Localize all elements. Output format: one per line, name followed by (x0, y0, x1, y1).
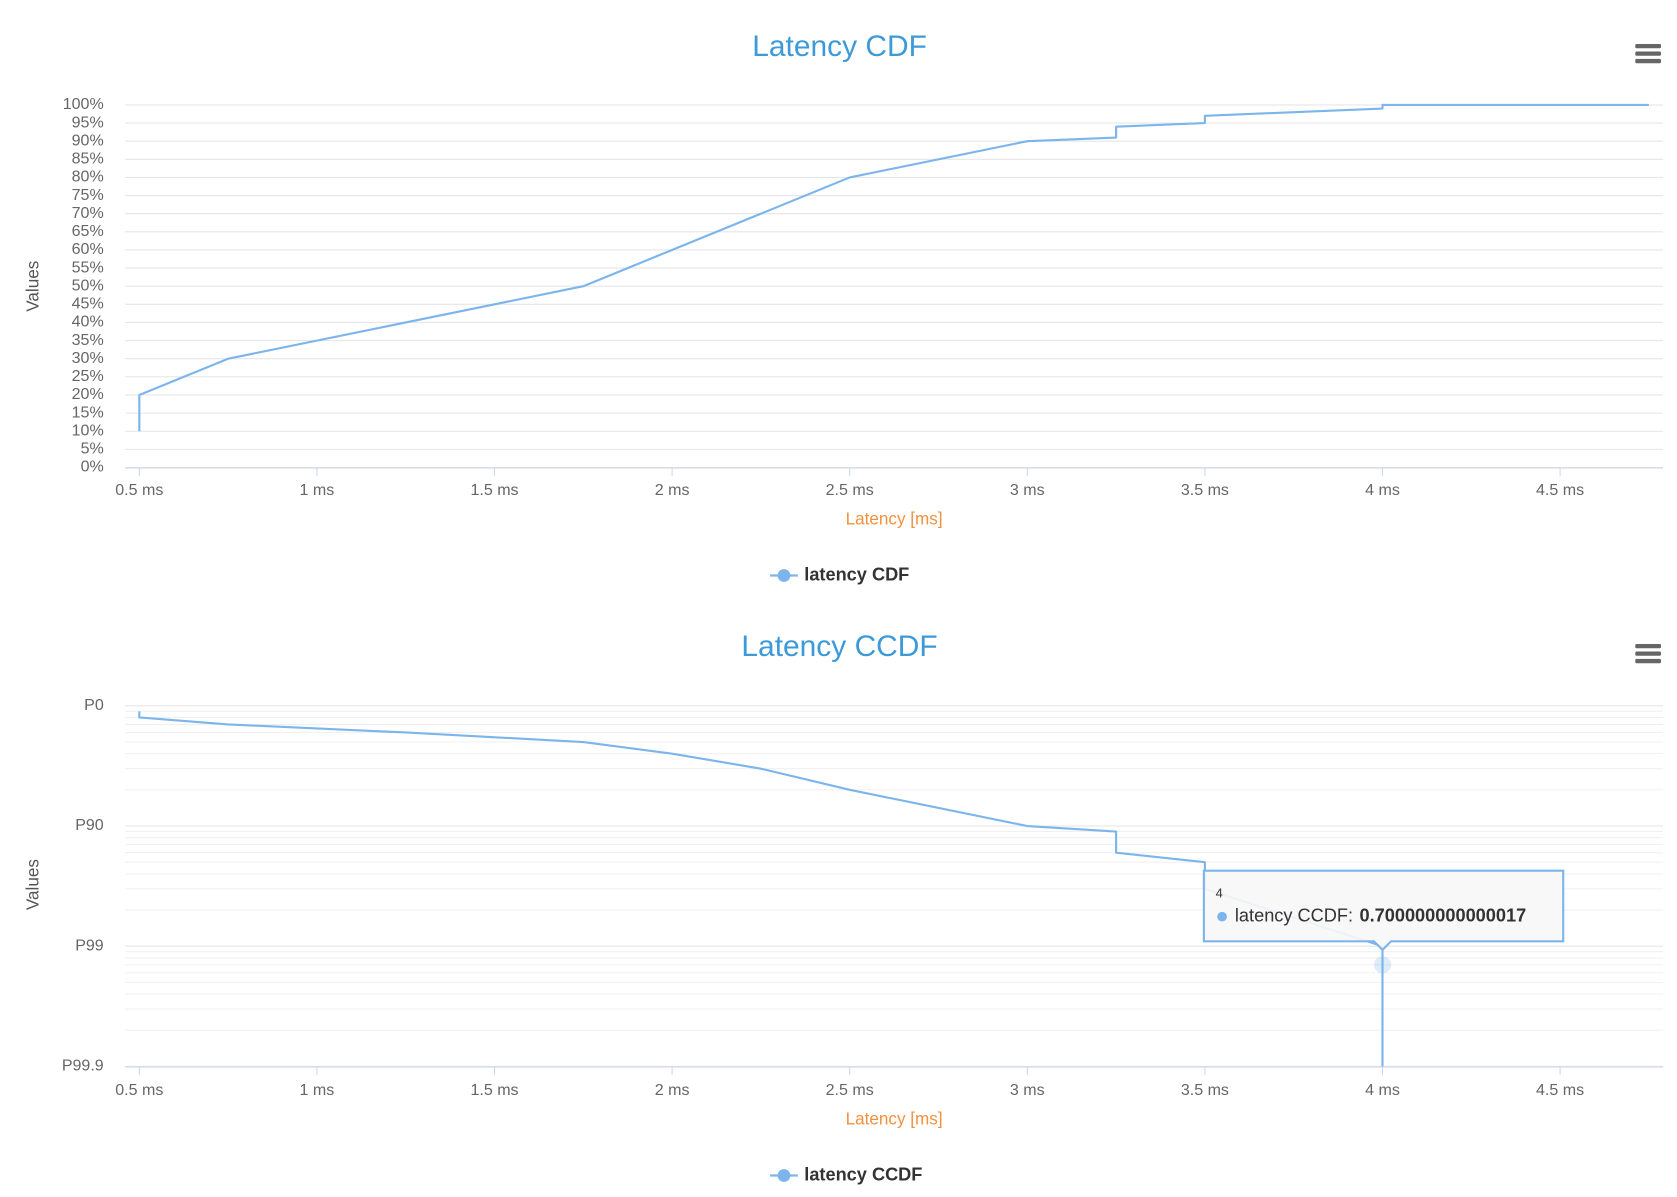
y-tick-label: 0% (81, 458, 104, 476)
series-line (138, 103, 1649, 432)
legend-item[interactable]: latency CCDF (770, 1164, 922, 1184)
x-tick-label: 4.5 ms (1536, 1081, 1584, 1099)
y-tick-label: 50% (72, 276, 104, 294)
y-tick-label: 90% (72, 131, 104, 149)
y-tick-label: 55% (72, 258, 104, 276)
y-tick-label: 25% (72, 367, 104, 385)
legend-label: latency CCDF (804, 1164, 922, 1184)
hover-halo (1373, 956, 1392, 974)
x-tick-label: 1 ms (300, 1081, 335, 1099)
context-menu-button[interactable] (1635, 43, 1661, 64)
x-axis-title: Latency [ms] (846, 1109, 943, 1128)
tooltip-box (1202, 869, 1565, 952)
x-axis-title: Latency [ms] (846, 509, 943, 528)
y-tick-label: P90 (75, 816, 104, 834)
chart-title: Latency CDF (752, 30, 927, 63)
y-axis-title: Values (24, 859, 43, 910)
y-tick-label: 100% (63, 95, 104, 113)
tooltip-body: latency CCDF: 0.700000000000017 (1235, 906, 1526, 926)
x-tick-label: 3 ms (1010, 481, 1045, 499)
y-tick-label: 15% (72, 403, 104, 421)
tooltip: 4 latency CCDF: 0.700000000000017 (1202, 869, 1565, 952)
menu-bar (1635, 58, 1661, 64)
y-tick-label: 40% (72, 313, 104, 331)
legend-symbol (777, 1169, 791, 1182)
tooltip-value: 0.700000000000017 (1359, 906, 1526, 926)
x-tick-label: 4 ms (1365, 481, 1400, 499)
x-tick-label: 4 ms (1365, 1081, 1400, 1099)
y-tick-label: 35% (72, 331, 104, 349)
x-tick-label: 2 ms (655, 1081, 690, 1099)
tooltip-header: 4 (1216, 886, 1223, 901)
y-tick-label: 85% (72, 150, 104, 168)
y-tick-label: 65% (72, 222, 104, 240)
legend-label: latency CDF (804, 564, 909, 584)
chart-0: Latency CDF0%5%10%15%20%25%30%35%40%45%5… (24, 30, 1664, 584)
legend-item[interactable]: latency CDF (770, 564, 909, 584)
y-tick-label: 95% (72, 113, 104, 131)
y-tick-label: 80% (72, 168, 104, 186)
x-tick-label: 1 ms (300, 481, 335, 499)
x-tick-label: 1.5 ms (470, 481, 518, 499)
y-tick-label: 5% (81, 440, 104, 458)
chart-title: Latency CCDF (741, 630, 937, 663)
y-tick-label: P99 (75, 936, 104, 954)
menu-bar (1635, 43, 1661, 49)
legend-symbol (777, 569, 791, 582)
context-menu-button[interactable] (1635, 643, 1661, 664)
y-tick-label: 45% (72, 295, 104, 313)
x-tick-label: 3.5 ms (1181, 481, 1229, 499)
menu-bar (1635, 658, 1661, 664)
menu-bar (1635, 51, 1661, 56)
y-tick-label: 10% (72, 421, 104, 439)
x-tick-label: 4.5 ms (1536, 481, 1584, 499)
x-tick-label: 3.5 ms (1181, 1081, 1229, 1099)
y-tick-label: 30% (72, 349, 104, 367)
x-tick-label: 2 ms (655, 481, 690, 499)
y-tick-label: P0 (84, 696, 104, 714)
x-tick-label: 2.5 ms (826, 1081, 874, 1099)
x-tick-label: 1.5 ms (470, 1081, 518, 1099)
menu-bar (1635, 651, 1661, 656)
y-tick-label: 20% (72, 385, 104, 403)
x-tick-label: 2.5 ms (826, 481, 874, 499)
x-tick-label: 0.5 ms (115, 481, 163, 499)
y-tick-label: P99.9 (62, 1057, 104, 1075)
tooltip-label: latency CCDF: (1235, 906, 1353, 926)
y-axis-title: Values (24, 261, 43, 312)
y-tick-label: 70% (72, 204, 104, 222)
y-tick-label: 75% (72, 186, 104, 204)
menu-bar (1635, 643, 1661, 649)
tooltip-symbol (1217, 911, 1227, 922)
y-tick-label: 60% (72, 240, 104, 258)
chart-1: Latency CCDF P0 P90 P99 P99.9 0.5 ms 1 ms 1.5 m… (24, 630, 1664, 1184)
x-tick-label: 3 ms (1010, 1081, 1045, 1099)
x-tick-label: 0.5 ms (115, 1081, 163, 1099)
